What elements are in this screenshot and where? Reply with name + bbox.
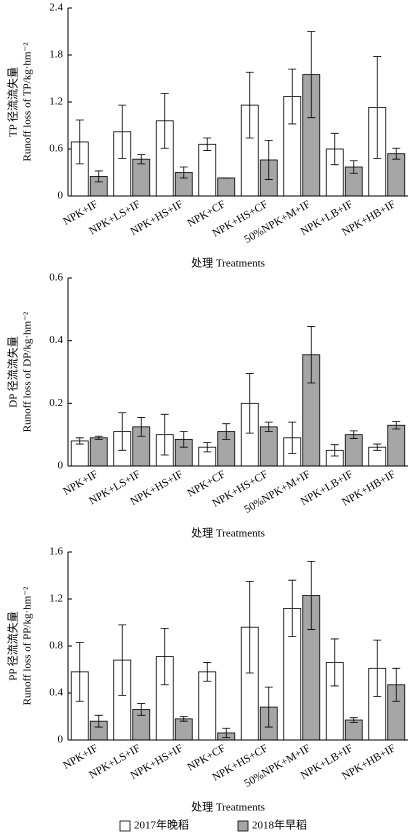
bar: [174, 718, 193, 741]
error-bar: [137, 417, 146, 437]
y-tick-label: 0.6: [49, 143, 63, 155]
y-axis-label: Runoff loss of TP/kg·hm⁻²: [22, 42, 34, 162]
error-bar: [94, 714, 103, 728]
error-bar: [245, 580, 254, 674]
error-bar: [307, 561, 316, 630]
error-bar: [203, 442, 212, 453]
bar: [387, 153, 406, 197]
error-bar: [392, 667, 401, 702]
error-bar: [307, 31, 316, 119]
bar: [387, 424, 406, 467]
bar: [344, 434, 363, 467]
error-bar: [264, 421, 273, 432]
y-tick-label: 2.4: [49, 2, 63, 14]
bar: [70, 440, 89, 467]
legend-swatch: [119, 820, 131, 832]
y-tick-label: 0.4: [49, 334, 63, 346]
error-bar: [179, 166, 188, 179]
y-tick-label: 0: [58, 734, 64, 746]
error-bar: [330, 444, 339, 457]
y-axis-label: TP 径流流失量: [6, 67, 20, 137]
error-bar: [349, 430, 358, 439]
error-bar: [373, 443, 382, 451]
error-bar: [75, 642, 84, 702]
bar: [259, 426, 278, 467]
error-bar: [288, 68, 297, 125]
bar: [217, 177, 236, 197]
error-bar: [264, 139, 273, 180]
error-bar: [203, 662, 212, 682]
error-bar: [222, 727, 231, 739]
y-tick-label: 1.6: [49, 546, 63, 558]
error-bar: [94, 435, 103, 440]
legend-swatch: [237, 820, 249, 832]
bar: [89, 437, 108, 467]
legend-label: 2017年晚稻: [134, 818, 189, 832]
error-bar: [160, 92, 169, 149]
error-bar: [330, 132, 339, 166]
error-bar: [264, 686, 273, 728]
error-bar: [160, 627, 169, 686]
error-bar: [392, 147, 401, 160]
error-bar: [245, 373, 254, 434]
error-bar: [373, 56, 382, 159]
x-axis-label: 处理 Treatments: [191, 801, 265, 814]
error-bar: [179, 716, 188, 722]
error-bar: [137, 154, 146, 165]
error-bar: [160, 413, 169, 456]
bar: [198, 143, 217, 197]
legend-label: 2018年早稻: [252, 818, 307, 832]
y-tick-label: 0.6: [49, 272, 63, 284]
y-tick-label: 0.4: [49, 687, 63, 699]
error-bar: [118, 104, 127, 159]
y-tick-label: 0.8: [49, 640, 63, 652]
bar: [132, 158, 151, 197]
error-bar: [94, 170, 103, 183]
y-tick-label: 1.2: [49, 593, 63, 605]
x-axis-label: 处理 Treatments: [191, 257, 265, 270]
error-bar: [222, 423, 231, 440]
bar: [344, 719, 363, 741]
error-bar: [179, 431, 188, 448]
y-axis-label: Runoff loss of DP/kg·hm⁻²: [22, 311, 34, 432]
error-bar: [373, 639, 382, 697]
error-bar: [392, 421, 401, 430]
error-bar: [75, 437, 84, 445]
error-bar: [349, 160, 358, 174]
y-tick-label: 1.8: [49, 49, 63, 61]
error-bar: [349, 717, 358, 723]
y-tick-label: 0: [58, 190, 64, 202]
y-tick-label: 0: [58, 460, 64, 472]
y-axis-label: Runoff loss of PP/kg·hm⁻²: [22, 586, 34, 705]
error-bar: [75, 119, 84, 165]
error-bar: [288, 421, 297, 454]
error-bar: [118, 624, 127, 696]
error-bar: [118, 412, 127, 451]
error-bar: [137, 703, 146, 716]
x-axis-label: 处理 Treatments: [191, 527, 265, 540]
bar: [198, 671, 217, 741]
error-bar: [203, 137, 212, 151]
error-bar: [288, 579, 297, 637]
error-bar: [307, 326, 316, 384]
y-axis-label: PP 径流流失量: [6, 611, 20, 681]
y-tick-label: 1.2: [49, 96, 63, 108]
y-axis-label: DP 径流流失量: [6, 336, 20, 407]
y-tick-label: 0.2: [49, 397, 63, 409]
error-bar: [245, 71, 254, 139]
error-bar: [330, 638, 339, 687]
